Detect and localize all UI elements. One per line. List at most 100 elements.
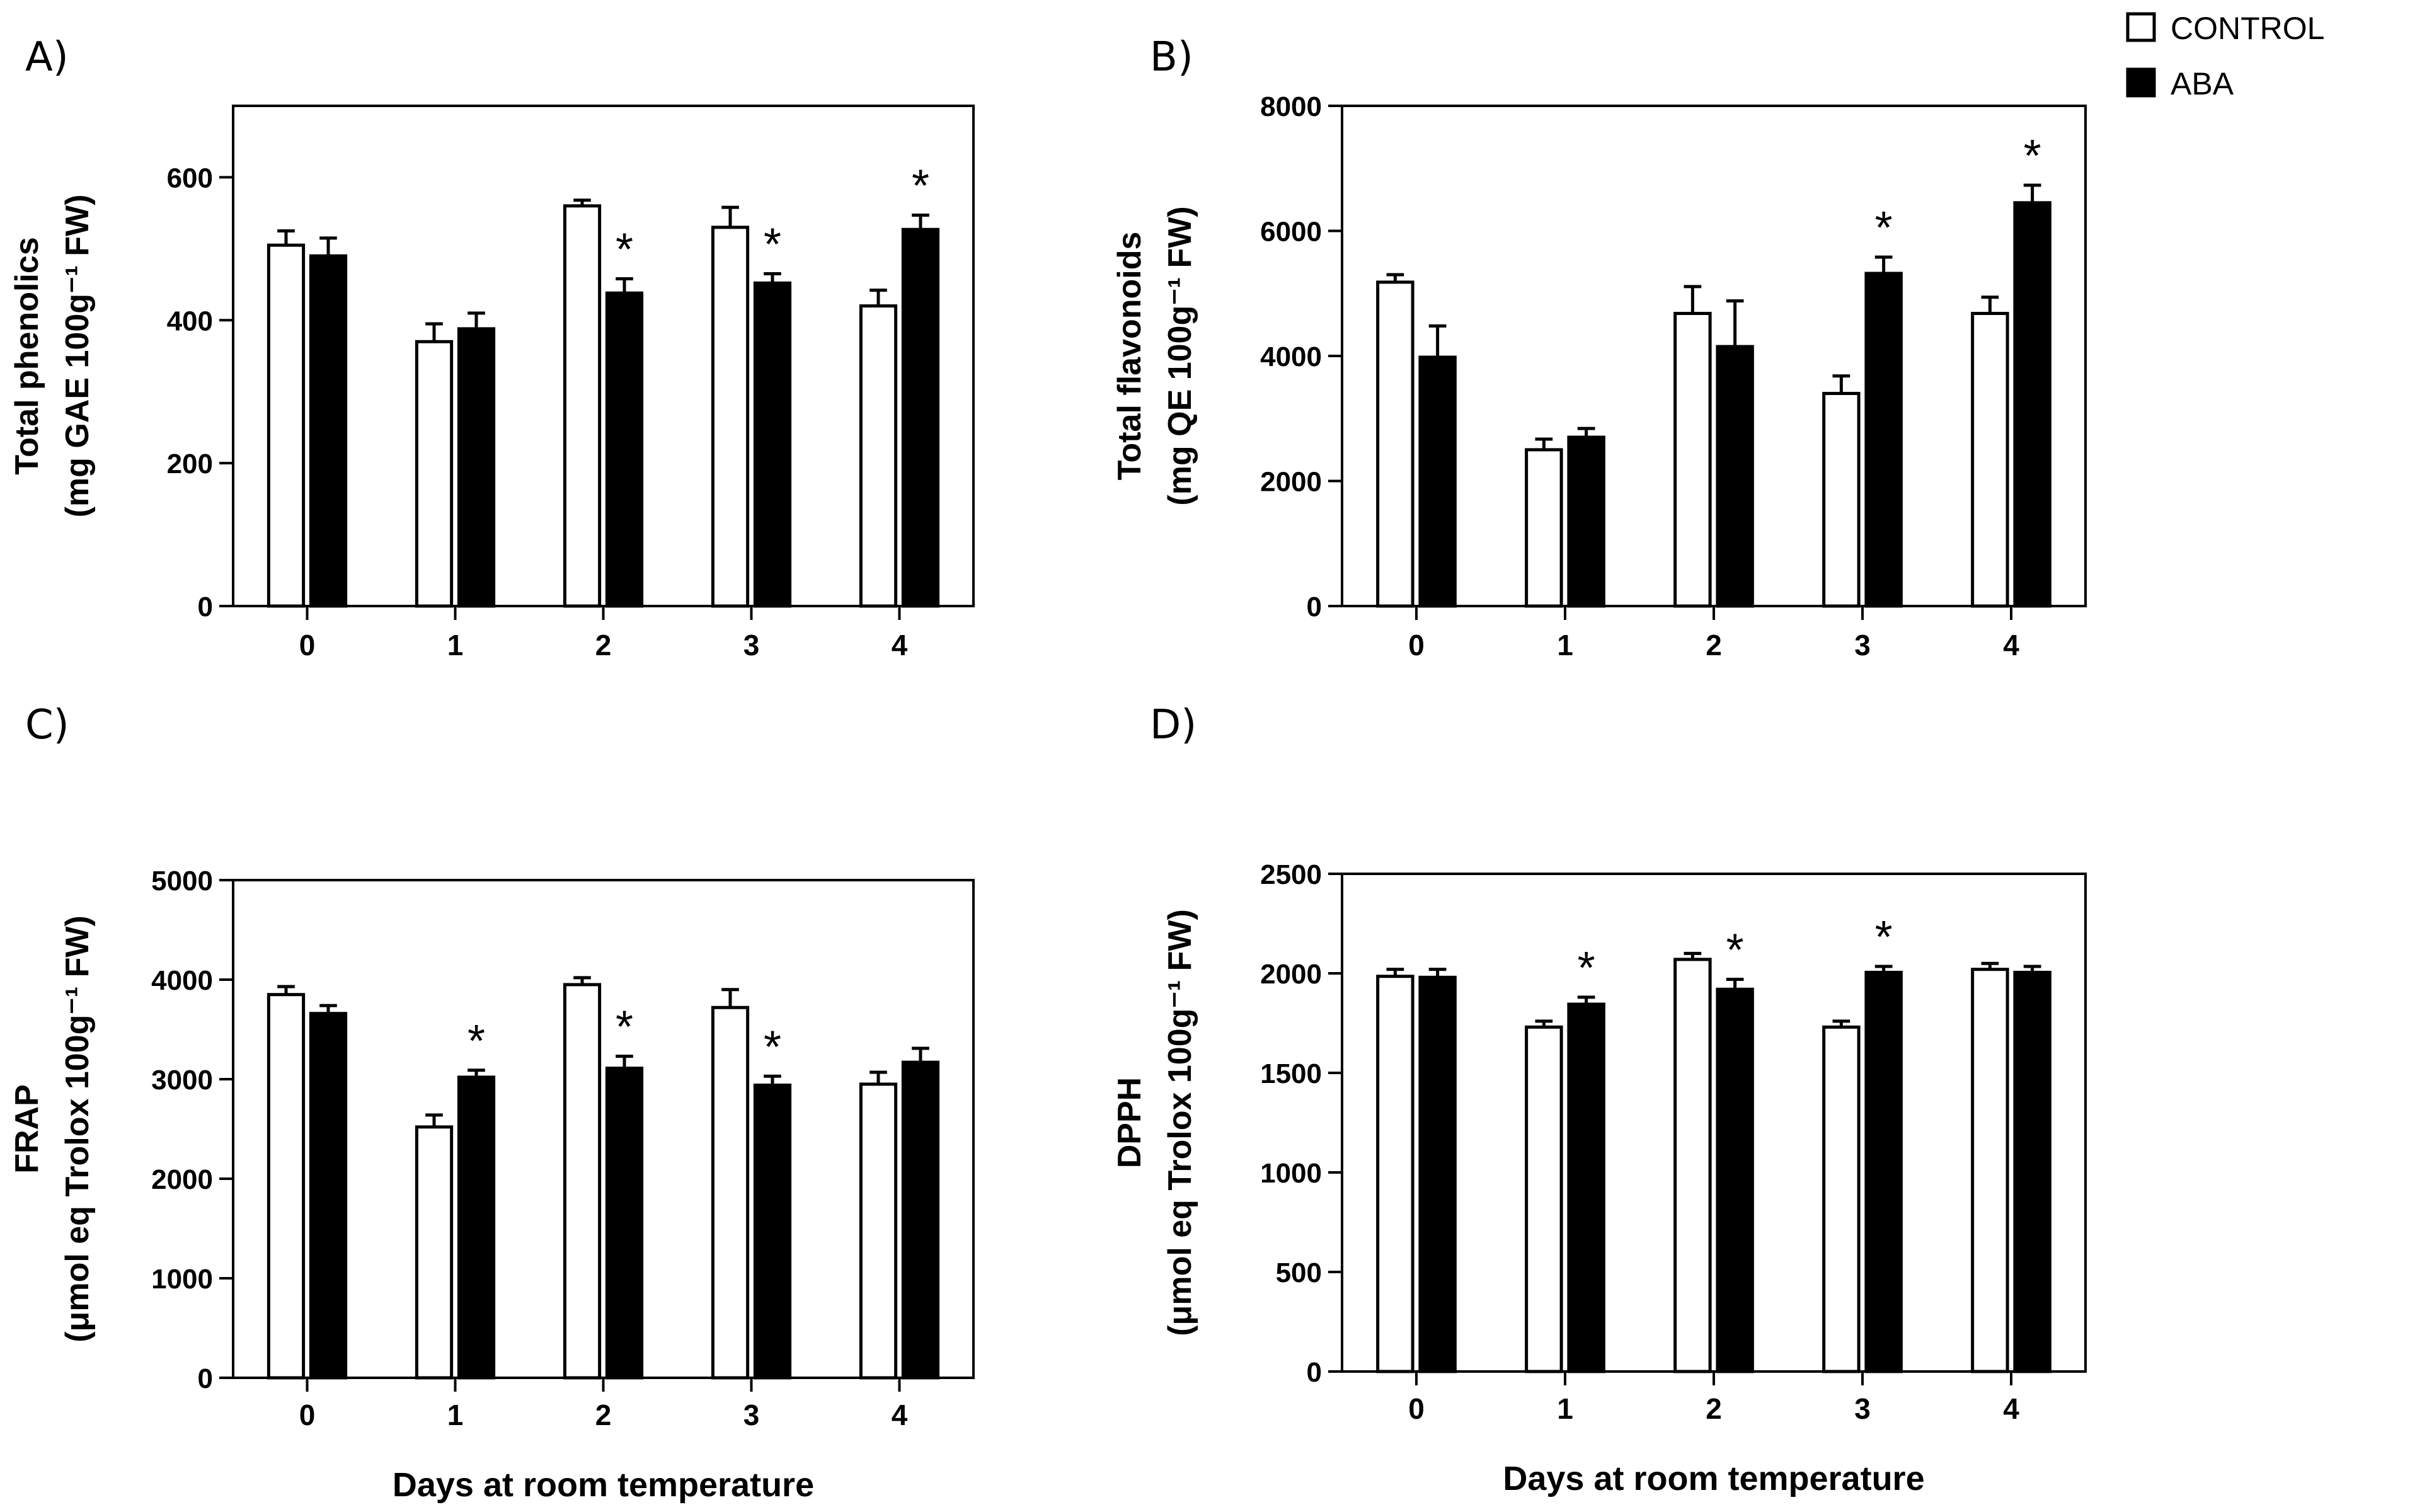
chart-panel-1: B) 0 2000 4000 6000 8000 Total flavonoids (mg Q…: [1111, 34, 2087, 662]
panel-letter: D): [1150, 702, 1196, 748]
y-tick-label: 3000: [151, 1065, 213, 1096]
bar-aba-day-1: [457, 1075, 496, 1380]
bar-aba-day-2: [1716, 987, 1754, 1373]
significance-star: *: [1726, 925, 1744, 975]
legend-swatch-control: [2126, 12, 2156, 42]
bar-control-day-0: [1376, 975, 1414, 1373]
bar-control-day-1: [415, 1125, 454, 1380]
x-tick-label: 2: [595, 629, 612, 662]
y-tick-label: 500: [1276, 1257, 1322, 1288]
x-tick-label: 2: [1706, 629, 1722, 662]
x-tick-label: 2: [1706, 1392, 1722, 1425]
bar-control-day-4: [1971, 968, 2009, 1373]
bar-aba-day-2: [1716, 345, 1754, 608]
chart-panel-3: D) 0 500 1000 1500 2000 2500 DPPH (μmol eq Trolo…: [1111, 702, 2087, 1498]
x-tick-label: 3: [1854, 1392, 1871, 1425]
x-tick-label: 3: [1854, 629, 1871, 662]
bar-control-day-2: [1673, 958, 1712, 1373]
bar-aba-day-0: [309, 254, 348, 608]
x-tick-label: 0: [299, 629, 316, 662]
panel-letter: A): [25, 34, 69, 81]
x-tick-label: 3: [743, 629, 760, 662]
bar-aba-day-4: [901, 227, 940, 608]
x-tick-label: 1: [447, 629, 464, 662]
x-tick-label: 4: [892, 1399, 908, 1431]
bar-aba-day-2: [605, 291, 644, 608]
x-axis-label: Days at room temperature: [1503, 1460, 1924, 1498]
bar-control-day-2: [1673, 312, 1712, 608]
significance-star: *: [616, 224, 633, 275]
bar-aba-day-2: [605, 1067, 644, 1380]
significance-star: *: [764, 1022, 781, 1072]
x-tick-label: 1: [1557, 1392, 1573, 1425]
y-axis-label: FRAP: [9, 1084, 45, 1174]
significance-star: *: [616, 1002, 633, 1053]
x-tick-label: 4: [2003, 629, 2019, 662]
y-tick-label: 5000: [151, 866, 213, 896]
bar-control-day-4: [859, 304, 898, 608]
y-tick-label: 1500: [1260, 1058, 1322, 1089]
x-tick-label: 0: [1408, 629, 1425, 662]
significance-star: *: [1578, 943, 1595, 994]
bar-control-day-2: [563, 204, 602, 608]
significance-star: *: [2024, 131, 2041, 181]
y-axis-label: (mg QE 100g⁻¹ FW): [1162, 206, 1198, 505]
x-tick-label: 1: [1557, 629, 1573, 662]
x-tick-label: 3: [743, 1399, 760, 1431]
x-tick-label: 4: [2003, 1392, 2019, 1425]
bar-aba-day-3: [1864, 970, 1903, 1373]
bar-control-day-0: [1376, 280, 1414, 608]
bar-control-day-1: [1525, 448, 1563, 608]
significance-star: *: [1875, 203, 1893, 253]
chart-panel-0: A) 0 200 400 600 Total phenolics (mg GAE 100g⁻…: [9, 34, 975, 662]
y-tick-label: 2000: [151, 1164, 213, 1195]
bar-control-day-3: [1822, 1025, 1861, 1373]
legend-swatch-aba: [2126, 67, 2156, 98]
y-tick-label: 8000: [1260, 91, 1322, 122]
bar-control-day-3: [1822, 392, 1861, 608]
y-tick-label: 1000: [1260, 1158, 1322, 1189]
y-tick-label: 2000: [1260, 467, 1322, 498]
y-tick-label: 0: [1307, 592, 1322, 622]
bar-control-day-1: [1525, 1025, 1563, 1373]
bar-aba-day-0: [309, 1012, 348, 1380]
y-tick-label: 6000: [1260, 217, 1322, 248]
bar-control-day-1: [415, 340, 454, 608]
bar-aba-day-0: [1418, 355, 1457, 608]
y-axis-label: (μmol eq Trolox 100g⁻¹ FW): [1162, 909, 1198, 1336]
bar-aba-day-1: [457, 327, 496, 608]
bar-aba-day-3: [753, 281, 792, 608]
bar-aba-day-1: [1567, 1002, 1605, 1373]
panel-letter: B): [1150, 34, 1193, 81]
y-axis-label: (mg GAE 100g⁻¹ FW): [59, 195, 96, 518]
y-tick-label: 0: [198, 592, 213, 622]
chart-panel-2: C) 0 1000 2000 3000 4000 5000 FRAP (μmol eq Trol…: [9, 702, 975, 1504]
bar-control-day-2: [563, 983, 602, 1380]
legend-label-aba: ABA: [2171, 66, 2234, 101]
bar-control-day-0: [267, 243, 306, 608]
bar-aba-day-4: [2013, 970, 2051, 1373]
y-tick-label: 400: [167, 306, 213, 336]
bar-aba-day-1: [1567, 435, 1605, 608]
panel-letter: C): [25, 702, 69, 748]
x-tick-label: 4: [892, 629, 908, 662]
y-axis-label: Total phenolics: [9, 237, 45, 475]
significance-star: *: [764, 220, 781, 270]
y-tick-label: 4000: [1260, 341, 1322, 372]
x-tick-label: 0: [299, 1399, 316, 1431]
y-axis-label: DPPH: [1111, 1077, 1148, 1168]
x-tick-label: 1: [447, 1399, 464, 1431]
significance-star: *: [1875, 912, 1893, 963]
bar-control-day-0: [267, 993, 306, 1380]
y-tick-label: 200: [167, 449, 213, 479]
bar-aba-day-0: [1418, 975, 1457, 1373]
bar-control-day-3: [711, 1005, 750, 1380]
bar-control-day-4: [1971, 312, 2009, 608]
y-tick-label: 0: [198, 1363, 213, 1394]
y-tick-label: 1000: [151, 1264, 213, 1295]
legend: CONTROL ABA: [2126, 11, 2324, 101]
y-tick-label: 2000: [1260, 959, 1322, 990]
bar-aba-day-3: [1864, 272, 1903, 608]
y-tick-label: 4000: [151, 965, 213, 996]
